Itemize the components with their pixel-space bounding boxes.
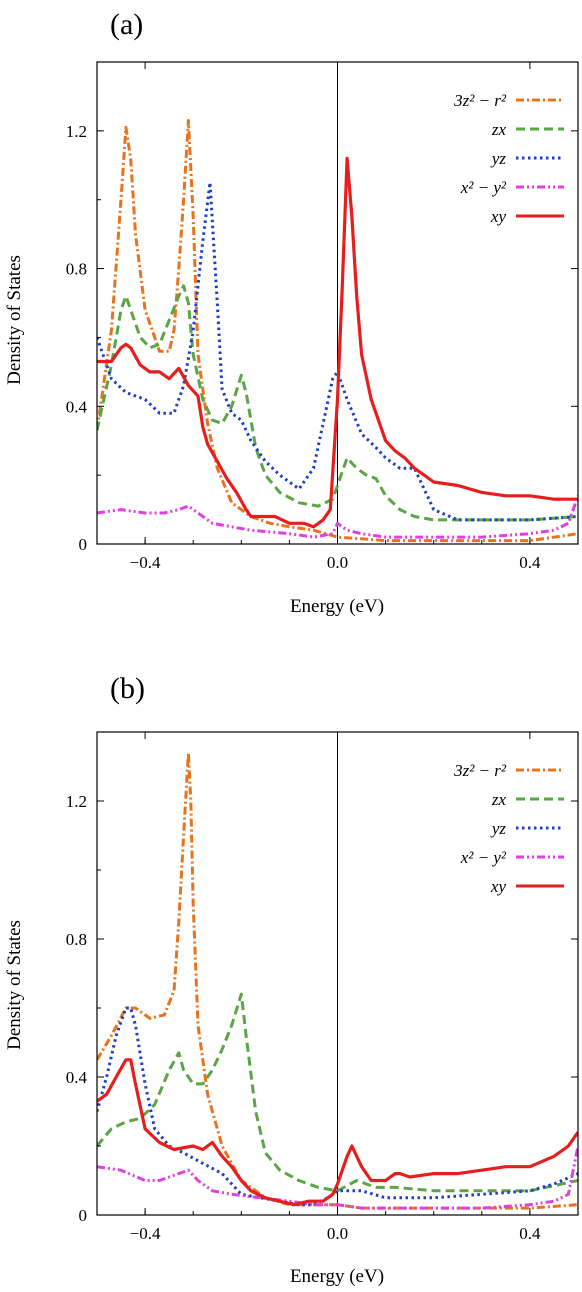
panel-b-legend-label: x² − y² xyxy=(460,848,507,867)
panel-b-ytick-label: 0 xyxy=(79,1206,88,1225)
panel-b-label: (b) xyxy=(110,672,145,705)
panel-b-series-line xyxy=(97,1145,578,1210)
panel-a-ytick-label: 1.2 xyxy=(66,122,87,141)
panel-b-xtick-label: −0.4 xyxy=(130,1224,161,1243)
panel-a-legend: 3z² − r² zx yz x² − y² xy xyxy=(453,91,564,226)
panel-a-series-line xyxy=(97,181,578,522)
panel-b-legend-label: 3z² − r² xyxy=(453,761,507,780)
panel-b-xtick-label: 0.0 xyxy=(327,1224,348,1243)
panel-a-legend-label: x² − y² xyxy=(460,178,507,197)
panel-b-ytick-label: 0.8 xyxy=(66,930,87,949)
panel-b-legend: 3z² − r² zx yz x² − y² xy xyxy=(453,761,564,896)
panel-a-marks xyxy=(96,61,579,545)
panel-b-xtick-labels: −0.4 0.0 0.4 xyxy=(130,1224,541,1243)
panel-a-xtick-label: −0.4 xyxy=(130,553,161,572)
panel-a-ytick-label: 0.4 xyxy=(66,397,88,416)
panel-a-legend-label: xy xyxy=(490,207,507,226)
panel-b: (b) Density of States Energy (eV) −0.4 0… xyxy=(4,672,579,1287)
panel-a-xtick-label: 0.4 xyxy=(519,553,541,572)
panel-b-marks xyxy=(96,731,579,1216)
panel-b-ytick-label: 0.4 xyxy=(66,1068,88,1087)
panel-a-ytick-label: 0 xyxy=(79,535,88,554)
panel-b-ylabel: Density of States xyxy=(4,920,25,1050)
panel-a-series-line xyxy=(97,119,578,543)
panel-b-legend-label: yz xyxy=(490,819,507,838)
panel-a-series-line xyxy=(97,156,578,529)
panel-a: (a) Density of States Energy (eV) −0.4 0… xyxy=(4,8,579,617)
panel-b-xlabel: Energy (eV) xyxy=(290,1266,384,1287)
panel-a-xtick-labels: −0.4 0.0 0.4 xyxy=(130,553,541,572)
panel-a-ytick-label: 0.8 xyxy=(66,260,87,279)
panel-a-ytick-labels: 0 0.4 0.8 1.2 xyxy=(66,122,88,554)
panel-b-ytick-labels: 0 0.4 0.8 1.2 xyxy=(66,792,88,1225)
panel-a-series-line xyxy=(97,284,578,522)
panel-a-xlabel: Energy (eV) xyxy=(290,596,384,617)
panel-a-legend-label: yz xyxy=(490,149,507,168)
panel-a-xtick-label: 0.0 xyxy=(327,553,348,572)
panel-b-legend-label: xy xyxy=(490,877,507,896)
panel-a-legend-label: 3z² − r² xyxy=(453,91,507,110)
panel-a-label: (a) xyxy=(110,8,143,41)
panel-b-legend-label: zx xyxy=(491,790,507,809)
panel-b-series-line xyxy=(97,992,578,1193)
panel-a-ylabel: Density of States xyxy=(4,255,25,385)
panel-b-series-line xyxy=(97,1006,578,1207)
panel-b-xtick-label: 0.4 xyxy=(519,1224,541,1243)
panel-b-series-line xyxy=(97,1058,578,1207)
panel-a-legend-label: zx xyxy=(491,120,507,139)
panel-b-ytick-label: 1.2 xyxy=(66,792,87,811)
